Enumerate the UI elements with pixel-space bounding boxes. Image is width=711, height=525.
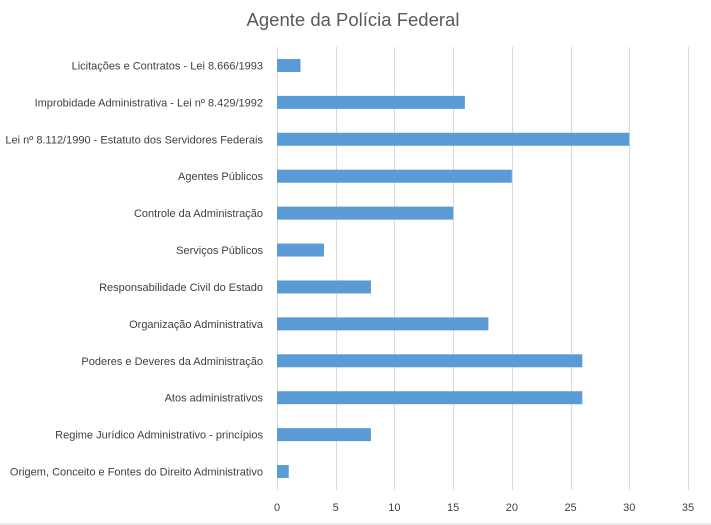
category-label: Responsabilidade Civil do Estado — [99, 282, 263, 294]
chart-title: Agente da Polícia Federal — [247, 9, 460, 30]
category-label: Licitações e Contratos - Lei 8.666/1993 — [72, 60, 263, 72]
category-label: Organização Administrativa — [129, 319, 264, 331]
bar — [277, 354, 583, 368]
x-tick-label: 15 — [447, 502, 459, 514]
bar — [277, 465, 289, 479]
category-label: Agentes Públicos — [178, 171, 263, 183]
category-label: Origem, Conceito e Fontes do Direito Adm… — [10, 467, 263, 479]
bar — [277, 391, 583, 405]
category-labels: Licitações e Contratos - Lei 8.666/1993 I… — [5, 60, 263, 478]
x-tick-label: 10 — [388, 502, 400, 514]
bar — [277, 428, 371, 442]
bars — [277, 58, 630, 479]
category-label: Lei nº 8.112/1990 - Estatuto dos Servido… — [5, 134, 263, 146]
x-tick-label: 0 — [274, 502, 280, 514]
category-label: Regime Jurídico Administrativo - princíp… — [55, 430, 263, 442]
bar — [277, 132, 630, 146]
x-tick-label: 35 — [682, 502, 694, 514]
bar — [277, 169, 512, 183]
category-label: Controle da Administração — [134, 208, 263, 220]
bar — [277, 280, 371, 294]
category-label: Serviços Públicos — [176, 245, 263, 257]
bar — [277, 95, 465, 109]
x-tick-label: 30 — [623, 502, 635, 514]
x-tick-label: 5 — [333, 502, 339, 514]
category-label: Improbidade Administrativa - Lei nº 8.42… — [35, 97, 263, 109]
bar — [277, 206, 454, 220]
bar — [277, 243, 324, 257]
x-tick-labels: 0 5 10 15 20 25 30 35 — [274, 502, 694, 514]
x-tick-label: 25 — [564, 502, 576, 514]
grid-lines — [277, 47, 689, 490]
bar — [277, 317, 489, 331]
category-label: Atos administrativos — [165, 393, 264, 405]
x-tick-label: 20 — [506, 502, 518, 514]
bar — [277, 58, 301, 72]
category-label: Poderes e Deveres da Administração — [81, 356, 263, 368]
